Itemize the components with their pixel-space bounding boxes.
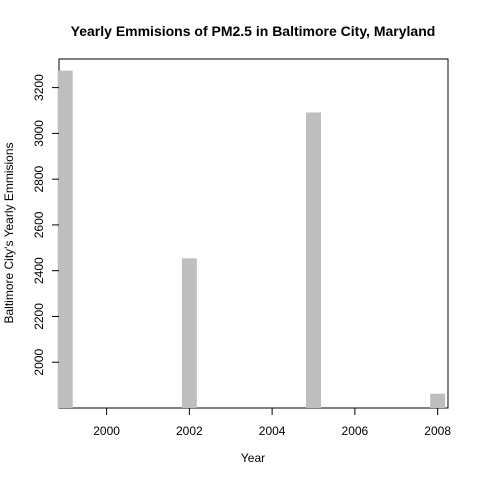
y-tick-label: 2600 (32, 211, 46, 238)
bar-2008 (430, 393, 446, 408)
chart-title: Yearly Emmisions of PM2.5 in Baltimore C… (71, 23, 436, 39)
y-tick-label: 2800 (32, 165, 46, 192)
x-tick-label: 2006 (342, 424, 369, 438)
x-tick-label: 2008 (424, 424, 451, 438)
y-tick-label: 2400 (32, 257, 46, 284)
plot-frame (58, 58, 449, 409)
y-tick-label: 2000 (32, 349, 46, 376)
bars-group (57, 70, 446, 408)
y-tick-label: 2200 (32, 303, 46, 330)
x-tick-label: 2002 (176, 424, 203, 438)
bar-2005 (306, 112, 322, 408)
x-axis: 2000 2002 2004 2006 2008 (93, 408, 451, 438)
y-tick-label: 3200 (32, 74, 46, 101)
y-axis: 2000 2200 2400 2600 2800 3000 3200 (32, 74, 59, 376)
x-tick-label: 2004 (259, 424, 286, 438)
x-tick-label: 2000 (93, 424, 120, 438)
bar-1999 (57, 70, 73, 408)
y-tick-label: 3000 (32, 120, 46, 147)
bar-2002 (181, 258, 197, 408)
x-axis-label: Year (241, 451, 265, 465)
y-axis-label: Baltimore City's Yearly Emmisions (2, 142, 16, 323)
